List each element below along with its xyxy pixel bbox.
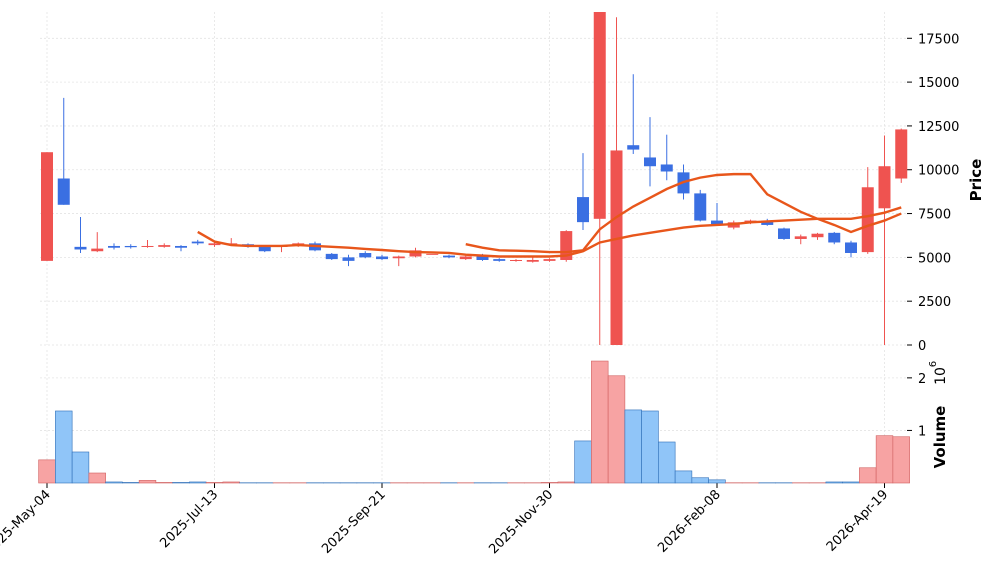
- volume-bar: [658, 441, 676, 484]
- volume-bar: [155, 482, 173, 484]
- candle-body: [845, 242, 857, 253]
- candle-body: [325, 253, 338, 260]
- candle-body: [878, 166, 891, 209]
- candle-body: [476, 256, 489, 260]
- candle-body: [627, 145, 640, 150]
- volume-bar: [892, 436, 910, 484]
- y-tick-label: 15000: [918, 76, 959, 91]
- y-tick-label: 2: [918, 372, 926, 387]
- candle-body: [711, 220, 723, 225]
- candle-body: [459, 256, 472, 260]
- volume-bar: [691, 477, 709, 484]
- volume-bar: [624, 409, 642, 484]
- candle-body: [828, 232, 841, 243]
- candle-body: [108, 245, 120, 248]
- volume-bar: [222, 481, 240, 484]
- volume-bar: [574, 440, 592, 484]
- volume-bar: [88, 472, 106, 484]
- volume-bar: [859, 467, 877, 484]
- candle-body: [510, 259, 522, 261]
- price-axis-label: Price: [967, 159, 985, 202]
- y-tick-label: 17500: [918, 32, 959, 47]
- volume-bar: [55, 410, 73, 484]
- y-tick-label: 0: [918, 339, 926, 354]
- x-tick-label: 2026-Feb-08: [655, 487, 724, 556]
- candle-body: [191, 241, 204, 244]
- candle-body: [392, 256, 405, 259]
- y-tick-label: 2500: [918, 295, 951, 310]
- candle-body: [225, 243, 238, 245]
- volume-scale-exponent: 6: [928, 361, 939, 367]
- candle-body: [158, 245, 171, 247]
- y-tick-label: 12500: [918, 120, 959, 135]
- candle-body: [57, 178, 70, 205]
- candle-body: [861, 187, 874, 253]
- y-tick-label: 5000: [918, 251, 951, 266]
- volume-bar: [205, 482, 224, 484]
- volume-bar: [172, 482, 190, 484]
- volume-bar: [138, 480, 157, 484]
- y-tick-label: 10000: [918, 164, 959, 179]
- candle-body: [577, 197, 589, 223]
- volume-bar: [607, 375, 626, 484]
- candle-body: [543, 259, 556, 261]
- candle-body: [610, 150, 623, 345]
- candle-body: [409, 250, 422, 257]
- candle-body: [141, 245, 154, 247]
- volume-bar: [875, 435, 894, 484]
- moving-average-line: [197, 206, 902, 258]
- volume-bar: [122, 482, 140, 484]
- moving-average-line: [465, 172, 902, 254]
- candle-body: [443, 255, 455, 258]
- x-tick-label: 2025-Jul-13: [157, 487, 221, 551]
- x-tick-label: 2025-May-04: [0, 487, 54, 558]
- candle-body: [208, 243, 221, 246]
- candle-body: [694, 193, 707, 221]
- x-tick-label: 2025-Nov-30: [486, 487, 556, 557]
- volume-bar: [71, 451, 90, 484]
- candle-body: [376, 256, 388, 260]
- y-tick-label: 1: [918, 424, 926, 439]
- candle-body: [778, 228, 790, 239]
- volume-bar: [540, 482, 559, 484]
- volume-bar: [557, 481, 575, 484]
- volume-bar: [38, 459, 56, 484]
- candle-body: [895, 129, 908, 179]
- candle-body: [342, 257, 355, 261]
- candle-body: [526, 259, 539, 262]
- x-tick-label: 2026-Apr-19: [824, 487, 891, 554]
- candle-body: [660, 164, 673, 172]
- candle-body: [593, 12, 606, 219]
- candle-body: [175, 245, 187, 248]
- candle-body: [761, 220, 774, 225]
- volume-bar: [641, 410, 659, 484]
- candle-body: [426, 253, 439, 255]
- volume-bar: [105, 481, 123, 484]
- candle-body: [74, 246, 87, 250]
- volume-bar: [674, 470, 693, 484]
- volume-bar: [708, 479, 726, 484]
- candle-body: [644, 157, 656, 167]
- candle-body: [359, 252, 372, 258]
- candle-body: [258, 246, 271, 252]
- volume-bar: [842, 481, 860, 484]
- candle-body: [41, 152, 53, 261]
- candle-body: [493, 259, 506, 261]
- x-tick-label: 2025-Sep-21: [319, 487, 389, 557]
- candle-body: [124, 245, 137, 248]
- candle-body: [811, 233, 824, 238]
- volume-bar: [825, 481, 843, 484]
- volume-axis-label: Volume: [931, 406, 949, 469]
- y-tick-label: 7500: [918, 208, 951, 223]
- volume-bar: [189, 481, 207, 484]
- candle-body: [794, 236, 807, 239]
- volume-bar: [591, 360, 609, 484]
- volume-scale-base: 10: [933, 367, 949, 385]
- candle-body: [91, 248, 104, 252]
